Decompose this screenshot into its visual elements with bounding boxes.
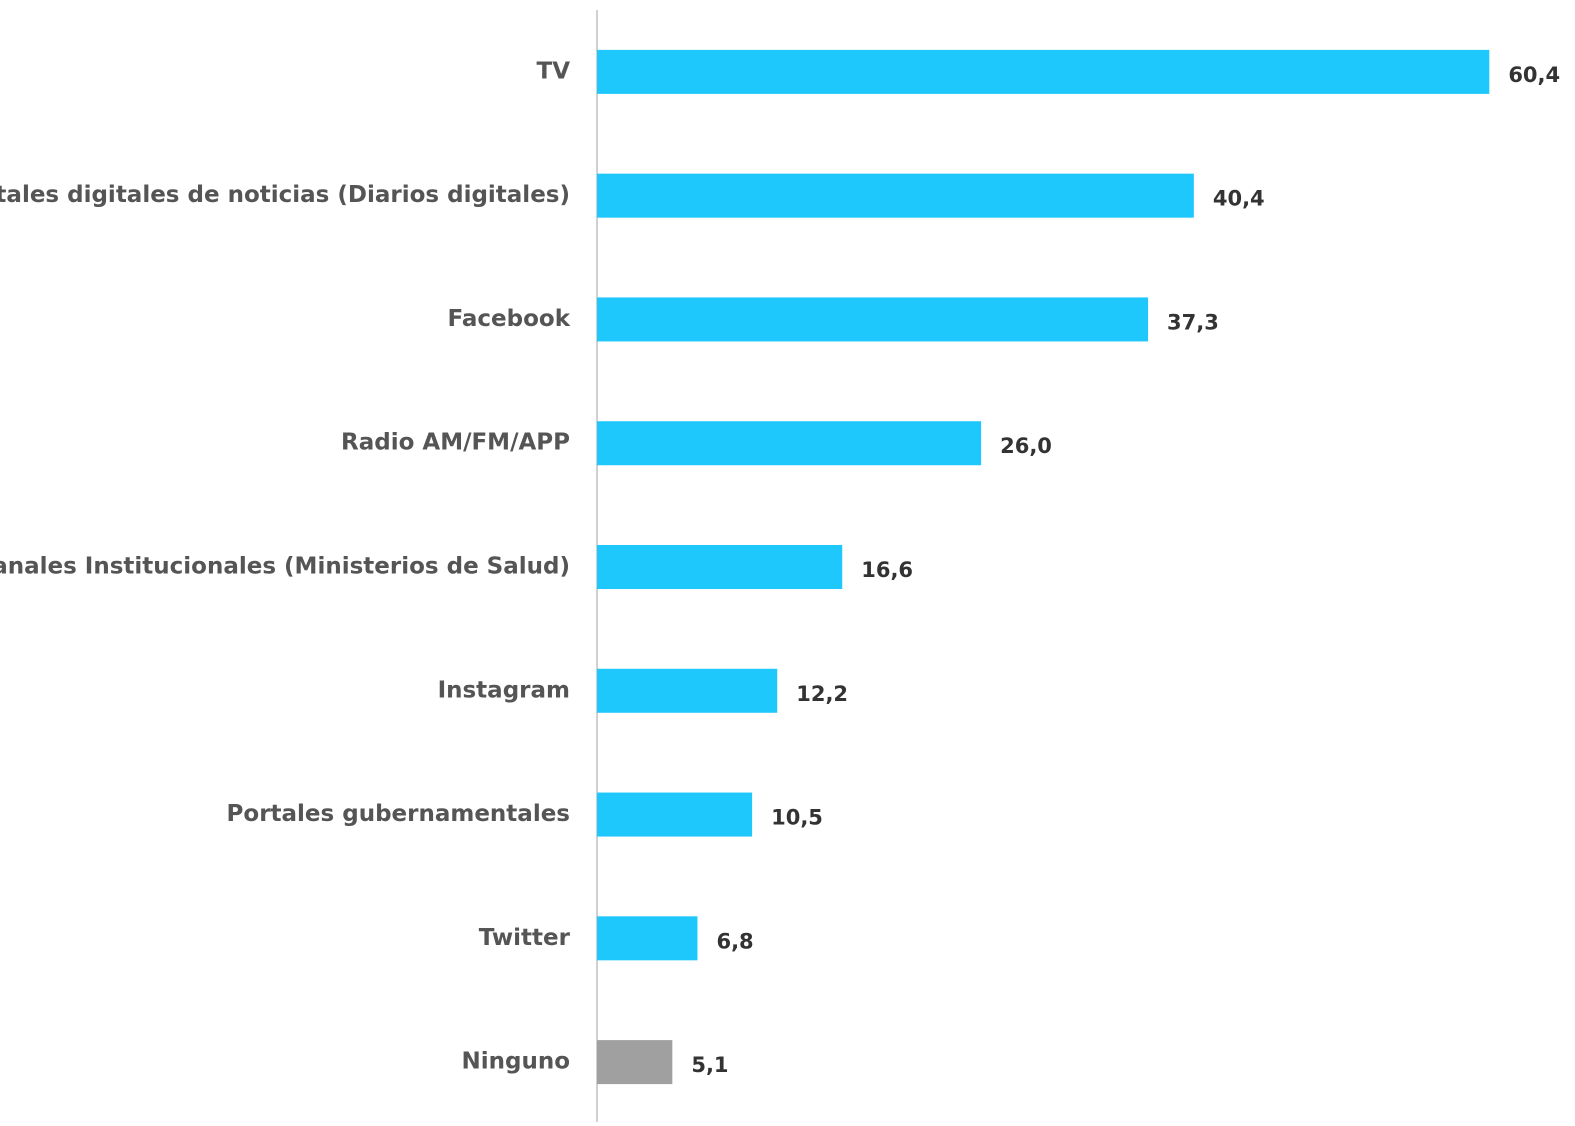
bar [597, 297, 1149, 342]
category-label: Portales digitales de noticias (Diarios … [0, 182, 570, 208]
category-label: Canales Institucionales (Ministerios de … [0, 554, 570, 580]
bar [597, 916, 698, 961]
bar [597, 421, 982, 466]
bar [597, 49, 1490, 94]
value-label: 6,8 [716, 929, 753, 953]
value-label: 16,6 [861, 558, 913, 582]
bar [597, 545, 843, 589]
category-label: Portales gubernamentales [227, 801, 570, 827]
category-label: TV [537, 58, 571, 84]
bar [597, 668, 778, 713]
value-label: 37,3 [1167, 310, 1219, 334]
category-label: Twitter [479, 925, 571, 951]
category-label: Instagram [438, 677, 570, 703]
value-label: 10,5 [771, 806, 823, 830]
value-label: 26,0 [1000, 434, 1052, 458]
bar [597, 1040, 673, 1085]
category-label: Ninguno [461, 1049, 570, 1075]
value-label: 60,4 [1508, 63, 1560, 87]
value-label: 5,1 [691, 1053, 728, 1077]
value-label: 40,4 [1213, 187, 1265, 211]
bar [597, 792, 753, 837]
bar [597, 173, 1194, 218]
value-label: 12,2 [796, 682, 848, 706]
category-label: Radio AM/FM/APP [341, 430, 570, 456]
category-label: Facebook [448, 306, 571, 332]
